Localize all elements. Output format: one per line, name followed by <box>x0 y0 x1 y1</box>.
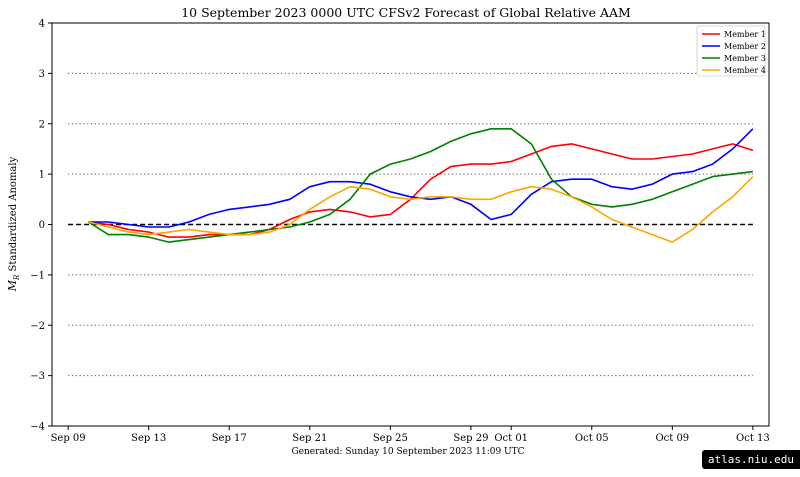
x-tick-label: Oct 13 <box>736 433 770 444</box>
x-axis: Sep 09 Sep 13 Sep 17 Sep 21 Sep 25 Sep 29 Oct … <box>51 426 770 444</box>
x-tick-label: Sep 21 <box>292 433 327 444</box>
y-axis: −4 −3 −2 −1 0 1 2 3 4 <box>30 19 52 433</box>
legend-box <box>696 25 766 77</box>
y-axis-label-main: M <box>6 279 19 292</box>
chart-title: 10 September 2023 0000 UTC CFSv2 Forecas… <box>181 5 631 20</box>
legend-label: Member 3 <box>724 54 766 63</box>
series-group <box>87 128 754 243</box>
y-tick-label: 3 <box>39 69 45 80</box>
series-line <box>88 128 754 228</box>
x-tick-label: Sep 09 <box>51 433 86 444</box>
y-tick-label: 4 <box>39 19 45 30</box>
y-axis-label-sub: R <box>13 274 21 281</box>
series-line <box>88 176 754 243</box>
site-badge[interactable]: atlas.niu.edu <box>701 450 800 469</box>
y-tick-label: 2 <box>39 119 45 130</box>
y-tick-label: −3 <box>30 371 45 382</box>
legend-label: Member 1 <box>724 30 766 39</box>
x-tick-label: Sep 17 <box>212 433 247 444</box>
y-axis-label: MR Standardized Anomaly <box>6 156 21 292</box>
x-tick-label: Sep 13 <box>131 433 166 444</box>
generated-footnote: Generated: Sunday 10 September 2023 11:0… <box>291 447 524 457</box>
legend: Member 1 Member 2 Member 3 Member 4 <box>696 25 766 77</box>
y-tick-label: 0 <box>39 220 45 231</box>
gridlines <box>68 72 753 377</box>
x-tick-label: Oct 01 <box>494 433 528 444</box>
y-axis-label-rest: Standardized Anomaly <box>8 156 19 274</box>
legend-label: Member 4 <box>724 66 766 75</box>
x-tick-label: Sep 25 <box>373 433 408 444</box>
series-line <box>87 128 753 243</box>
series-line <box>88 143 754 238</box>
y-tick-label: −2 <box>30 321 45 332</box>
y-tick-label: −4 <box>30 422 45 433</box>
x-tick-label: Oct 09 <box>655 433 689 444</box>
x-tick-label: Oct 05 <box>575 433 609 444</box>
y-tick-label: −1 <box>30 270 45 281</box>
x-tick-label: Sep 29 <box>453 433 488 444</box>
legend-label: Member 2 <box>724 42 766 51</box>
y-tick-label: 1 <box>39 170 45 181</box>
